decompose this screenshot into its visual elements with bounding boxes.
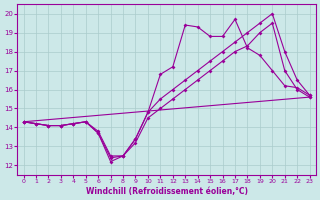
- X-axis label: Windchill (Refroidissement éolien,°C): Windchill (Refroidissement éolien,°C): [85, 187, 248, 196]
